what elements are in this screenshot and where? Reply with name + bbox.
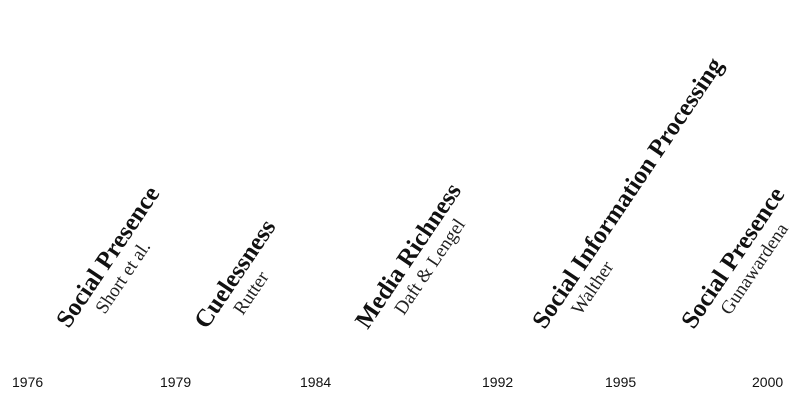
- theory-cuelessness-rutter: Cuelessness Rutter: [189, 215, 299, 345]
- year-label: 1976: [12, 374, 44, 390]
- theory-social-presence-short: Social Presence Short et al.: [51, 181, 183, 344]
- theory-social-presence-gunawardena: Social Presence Gunawardena: [676, 182, 802, 345]
- year-label: 2000: [752, 374, 784, 390]
- year-label: 1979: [160, 374, 192, 390]
- year-label: 1992: [482, 374, 514, 390]
- year-label: 1995: [605, 374, 637, 390]
- theory-media-richness-daft-lengel: Media Richness Daft & Lengel: [350, 179, 484, 345]
- year-label: 1984: [300, 374, 332, 390]
